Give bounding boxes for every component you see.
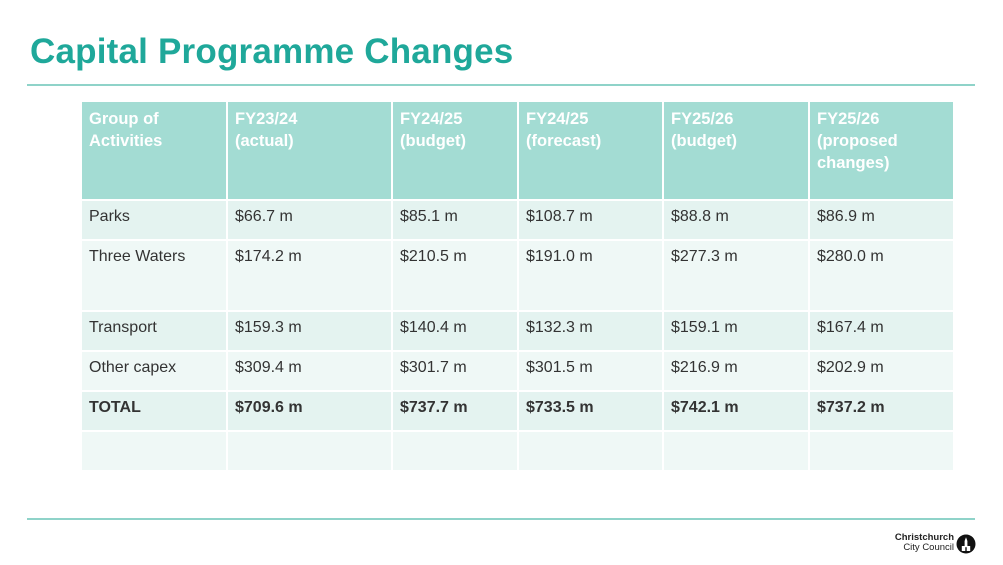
header-line: (proposed — [817, 132, 898, 150]
header-line: changes) — [817, 154, 890, 172]
row-label: Other capex — [82, 351, 227, 392]
cell-value: $709.6 m — [226, 391, 392, 432]
empty-cell — [391, 431, 518, 472]
header-line: Group of — [89, 110, 159, 128]
header-group-of-activities: Group of Activities — [82, 102, 227, 201]
header-line: (budget) — [400, 132, 466, 150]
table-row-three-waters: Three Waters $174.2 m $210.5 m $191.0 m … — [82, 240, 953, 312]
row-label: TOTAL — [82, 391, 227, 432]
header-fy2425-budget: FY24/25 (budget) — [391, 102, 518, 201]
cell-value: $737.7 m — [391, 391, 518, 432]
cell-proposed-value: $202.9 m — [808, 351, 953, 392]
header-fy2526-proposed: FY25/26 (proposed changes) — [808, 102, 953, 201]
cell-value: $85.1 m — [391, 200, 518, 241]
cell-value: $159.1 m — [662, 311, 809, 352]
cell-value: $216.9 m — [662, 351, 809, 392]
row-label: Parks — [82, 200, 227, 241]
cell-value: $277.3 m — [662, 240, 809, 312]
capital-programme-table: Group of Activities FY23/24 (actual) FY24/… — [82, 102, 953, 472]
header-line: FY23/24 — [235, 110, 298, 128]
table-row-transport: Transport $159.3 m $140.4 m $132.3 m $15… — [82, 311, 953, 352]
logo-line-1: Christchurch — [894, 532, 954, 543]
header-line: Activities — [89, 132, 163, 150]
header-line: (budget) — [671, 132, 737, 150]
cell-proposed-value: $280.0 m — [808, 240, 953, 312]
empty-cell — [808, 431, 953, 472]
cell-value: $210.5 m — [391, 240, 518, 312]
cell-value: $132.3 m — [517, 311, 663, 352]
empty-cell — [82, 431, 227, 472]
cell-proposed-value: $737.2 m — [808, 391, 953, 432]
logo-line-2: City Council — [903, 542, 954, 553]
header-line: FY25/26 — [817, 110, 880, 128]
cell-value: $66.7 m — [226, 200, 392, 241]
cell-value: $301.7 m — [391, 351, 518, 392]
cell-value: $301.5 m — [517, 351, 663, 392]
cell-value: $140.4 m — [391, 311, 518, 352]
header-line: (actual) — [235, 132, 294, 150]
cell-proposed-value: $167.4 m — [808, 311, 953, 352]
cell-value: $733.5 m — [517, 391, 663, 432]
table-header-row: Group of Activities FY23/24 (actual) FY24/… — [82, 102, 953, 201]
empty-cell — [226, 431, 392, 472]
row-label: Three Waters — [82, 240, 227, 312]
header-line: FY24/25 — [400, 110, 463, 128]
cell-proposed-value: $86.9 m — [808, 200, 953, 241]
header-line: (forecast) — [526, 132, 602, 150]
header-line: FY24/25 — [526, 110, 589, 128]
cell-value: $742.1 m — [662, 391, 809, 432]
table-row-parks: Parks $66.7 m $85.1 m $108.7 m $88.8 m $… — [82, 200, 953, 241]
cathedral-icon — [956, 534, 976, 554]
header-fy2324-actual: FY23/24 (actual) — [226, 102, 392, 201]
title-divider — [27, 84, 975, 86]
header-fy2425-forecast: FY24/25 (forecast) — [517, 102, 663, 201]
cell-value: $159.3 m — [226, 311, 392, 352]
logo-wordmark: Christchurch City Council — [891, 533, 954, 553]
empty-cell — [517, 431, 663, 472]
cell-value: $108.7 m — [517, 200, 663, 241]
row-label: Transport — [82, 311, 227, 352]
footer-divider — [27, 518, 975, 520]
cell-value: $309.4 m — [226, 351, 392, 392]
table-row-total: TOTAL $709.6 m $737.7 m $733.5 m $742.1 … — [82, 391, 953, 432]
cell-value: $174.2 m — [226, 240, 392, 312]
table-row-other-capex: Other capex $309.4 m $301.7 m $301.5 m $… — [82, 351, 953, 392]
cell-value: $88.8 m — [662, 200, 809, 241]
cell-value: $191.0 m — [517, 240, 663, 312]
header-line: FY25/26 — [671, 110, 734, 128]
header-fy2526-budget: FY25/26 (budget) — [662, 102, 809, 201]
council-logo: Christchurch City Council — [891, 533, 977, 555]
table-row-empty — [82, 431, 953, 472]
slide-title: Capital Programme Changes — [30, 32, 514, 71]
empty-cell — [662, 431, 809, 472]
